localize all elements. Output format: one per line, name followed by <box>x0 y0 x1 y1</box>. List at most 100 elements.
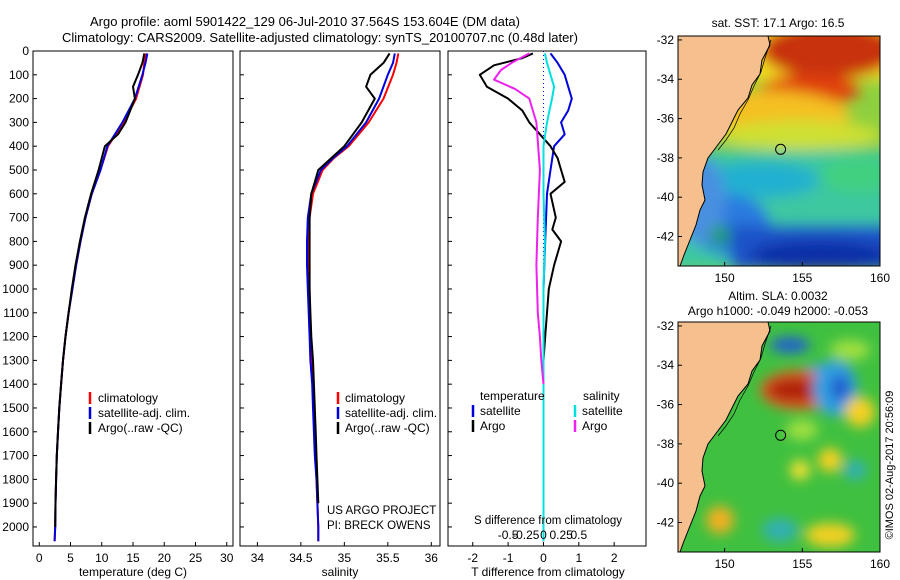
y-tick-label: -38 <box>657 437 675 451</box>
title-line2: Climatology: CARS2009. Satellite-adjuste… <box>62 30 578 45</box>
x-tick-label: 34.5 <box>289 551 313 565</box>
legend-s-satellite-label: satellite <box>582 404 623 418</box>
x-tick-label: 0 <box>540 551 547 565</box>
project-name: US ARGO PROJECT <box>327 505 436 517</box>
y-tick-label: -36 <box>657 112 675 126</box>
x-tick-label: 20 <box>158 551 172 565</box>
sst-map-frame <box>677 35 881 267</box>
x-tick-label: 34 <box>251 551 265 565</box>
sla-map-subtitle: Argo h1000: -0.049 h2000: -0.053 <box>688 304 868 318</box>
y-tick-label: 700 <box>9 211 29 225</box>
temperature-axes-frame <box>32 50 234 547</box>
y-tick-label: 1900 <box>2 496 29 510</box>
x-tick-label: 2 <box>611 551 618 565</box>
sla-map-frame <box>677 321 881 553</box>
y-tick-label: 1100 <box>3 306 29 320</box>
x-tick-label: 30 <box>220 551 234 565</box>
legend-satellite-label: satellite-adj. clim. <box>98 406 190 420</box>
sst-map-field <box>678 36 880 266</box>
x-tick-label: 155 <box>792 557 812 571</box>
y-tick-label: 1000 <box>2 282 29 296</box>
x-tick-label: 35 <box>338 551 352 565</box>
series-climatology <box>53 53 148 542</box>
y-tick-label: 200 <box>9 92 29 106</box>
temperature-panel: 0100200300400500600700800900100011001200… <box>2 44 233 579</box>
y-tick-label: 800 <box>9 234 29 248</box>
sst-map-panel: sat. SST: 17.1 Argo: 16.5 150 <box>657 16 891 285</box>
salinity-axes-frame <box>239 50 441 547</box>
salinity-panel: 34 34.5 35 35.5 36 salinity climatology sate… <box>239 50 441 579</box>
y-tick-label: 600 <box>9 187 29 201</box>
y-tick-label: 1400 <box>2 377 29 391</box>
series-climatology <box>307 53 400 542</box>
y-tick-label: 0 <box>22 44 29 58</box>
x2-tick-label: -0.5 <box>498 528 519 542</box>
y-tick-label: 1200 <box>2 330 29 344</box>
y-tick-label: 1500 <box>2 401 29 415</box>
x-tick-label: 160 <box>870 271 890 285</box>
x-tick-label: 10 <box>95 551 109 565</box>
legend-temperature-title: temperature <box>480 389 545 403</box>
y-tick-label: 2000 <box>2 520 29 534</box>
y-tick-label: 400 <box>9 139 29 153</box>
legend-s-argo-label: Argo <box>582 419 608 433</box>
argo-position-marker <box>775 429 787 441</box>
x2-tick-label: -0.25 <box>512 528 540 542</box>
sla-map-field <box>678 322 880 552</box>
x-tick-label: 15 <box>126 551 140 565</box>
y-tick-label: -42 <box>657 230 675 244</box>
legend-climatology-label: climatology <box>98 391 158 405</box>
y-tick-label: -32 <box>657 319 675 333</box>
temperature-xlabel: temperature (deg C) <box>79 565 187 579</box>
legend-argo-label: Argo(..raw -QC) <box>98 421 183 435</box>
sla-map-panel: Altim. SLA: 0.0032 Argo h1000: -0.049 h2… <box>657 289 891 571</box>
x-tick-label: 36 <box>425 551 439 565</box>
salinity-legend: climatology satellite-adj. clim. Argo(..… <box>336 391 437 435</box>
x2-tick-label: 0.25 <box>549 528 573 542</box>
legend-t-argo-label: Argo <box>480 419 506 433</box>
y-tick-label: 1700 <box>2 449 29 463</box>
y-tick-label: 100 <box>9 68 29 82</box>
y-tick-label: -42 <box>657 516 675 530</box>
legend-salinity-title: salinity <box>583 389 620 403</box>
x-tick-label: 0 <box>36 551 43 565</box>
x-tick-label: 160 <box>870 557 890 571</box>
series-salinity-argo <box>493 52 545 385</box>
sla-map-title: Altim. SLA: 0.0032 <box>728 289 828 303</box>
salinity-xlabel: salinity <box>322 565 359 579</box>
x-tick-label: 150 <box>715 271 735 285</box>
y-tick-label: 1600 <box>2 425 29 439</box>
y-tick-label: -40 <box>657 190 675 204</box>
sst-map-title: sat. SST: 17.1 Argo: 16.5 <box>712 16 845 30</box>
series-satellite <box>306 53 396 542</box>
y-tick-label: 1300 <box>2 353 29 367</box>
y-tick-label: -34 <box>657 72 675 86</box>
x-tick-label: 1 <box>575 551 582 565</box>
y-tick-label: -34 <box>657 358 675 372</box>
y-tick-label: 500 <box>9 163 29 177</box>
difference-axes-frame <box>447 50 647 547</box>
legend-argo-label: Argo(..raw -QC) <box>345 421 430 435</box>
x-tick-label: 35.5 <box>376 551 400 565</box>
y-tick-label: 300 <box>9 115 29 129</box>
x2-tick-label: 0.5 <box>570 528 587 542</box>
difference-legend: temperature salinity satellite Argo sate… <box>471 389 623 433</box>
x-tick-label: 25 <box>189 551 203 565</box>
series-argo <box>308 52 391 504</box>
x-tick-label: -2 <box>467 551 478 565</box>
x-tick-label: 155 <box>792 271 812 285</box>
difference-xlabel-salinity: S difference from climatology <box>474 515 622 527</box>
series-argo <box>54 53 146 528</box>
y-tick-label: -40 <box>657 476 675 490</box>
x2-tick-label: 0 <box>540 528 547 542</box>
temperature-legend: climatology satellite-adj. clim. Argo(..… <box>88 391 190 435</box>
series-satellite <box>53 53 149 542</box>
y-tick-label: -36 <box>657 398 675 412</box>
x-tick-label: 150 <box>715 557 735 571</box>
watermark: ©IMOS 02-Aug-2017 20:56:09 <box>884 391 896 540</box>
y-tick-label: -32 <box>657 33 675 47</box>
difference-panel: -2 -1 0 1 2 -0.5-0.25 0 0.250.5 S difference fr… <box>447 50 647 579</box>
difference-xlabel-temperature: T difference from climatology <box>471 565 625 579</box>
title-line1: Argo profile: aoml 5901422_129 06-Jul-20… <box>90 14 520 29</box>
